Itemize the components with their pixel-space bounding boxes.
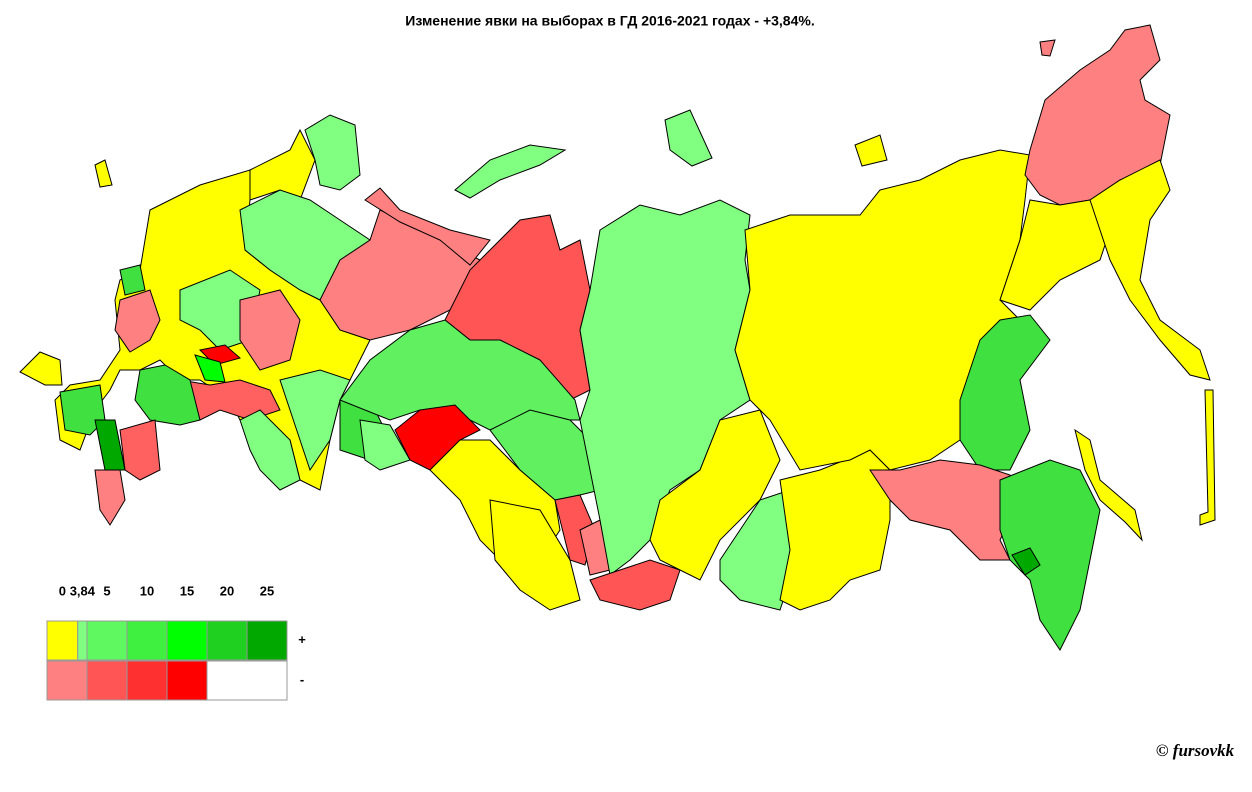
region [1089,159,1211,381]
title: Изменение явки на выборах в ГД 2016-2021… [405,13,814,29]
legend-swatch [246,620,288,661]
legend-swatch [126,620,168,661]
region [249,128,316,201]
region [664,109,713,167]
region [304,114,361,191]
legend-swatch [166,660,208,701]
legend-swatch [86,660,128,701]
legend: 0 3,84 5 10 15 20 25 + - [46,583,306,701]
legend-tick-label: 20 [220,583,234,598]
region [114,289,161,353]
region [119,419,161,481]
credit: © fursovkk [1156,741,1235,760]
legend-swatch [46,660,88,701]
region [394,404,481,471]
legend-sign: + [298,632,306,647]
legend-swatch [77,620,88,661]
legend-swatch [206,620,248,661]
region [239,409,301,491]
region [1024,24,1171,206]
region [489,499,581,611]
region [1074,428,1143,542]
legend-swatch [46,620,79,661]
region [119,264,146,296]
legend-swatch [86,620,128,661]
legend-sign: - [300,672,304,687]
region [239,289,301,371]
legend-swatch [126,660,168,701]
region [359,419,411,471]
legend-tick-label: 15 [180,583,194,598]
region [999,459,1101,651]
region [94,469,126,526]
region [364,187,491,266]
region [579,199,751,576]
region [959,314,1051,471]
legend-tick-label: 10 [140,583,154,598]
legend-tick-label: 25 [260,583,274,598]
region [19,351,63,386]
region [869,459,1021,561]
region [279,369,351,472]
region [1011,547,1041,576]
legend-tick-label: 5 [103,583,110,598]
legend-tick-label: 0 [59,583,66,598]
russia-map [19,24,1216,651]
legend-swatch [206,660,288,701]
region [134,364,201,426]
legend-swatch [166,620,208,661]
region [1199,389,1216,526]
region [94,159,113,188]
legend-tick-label: 3,84 [70,583,96,598]
region [854,134,888,167]
region [589,559,681,611]
region [649,409,781,581]
region [454,144,567,199]
region [1039,39,1056,57]
